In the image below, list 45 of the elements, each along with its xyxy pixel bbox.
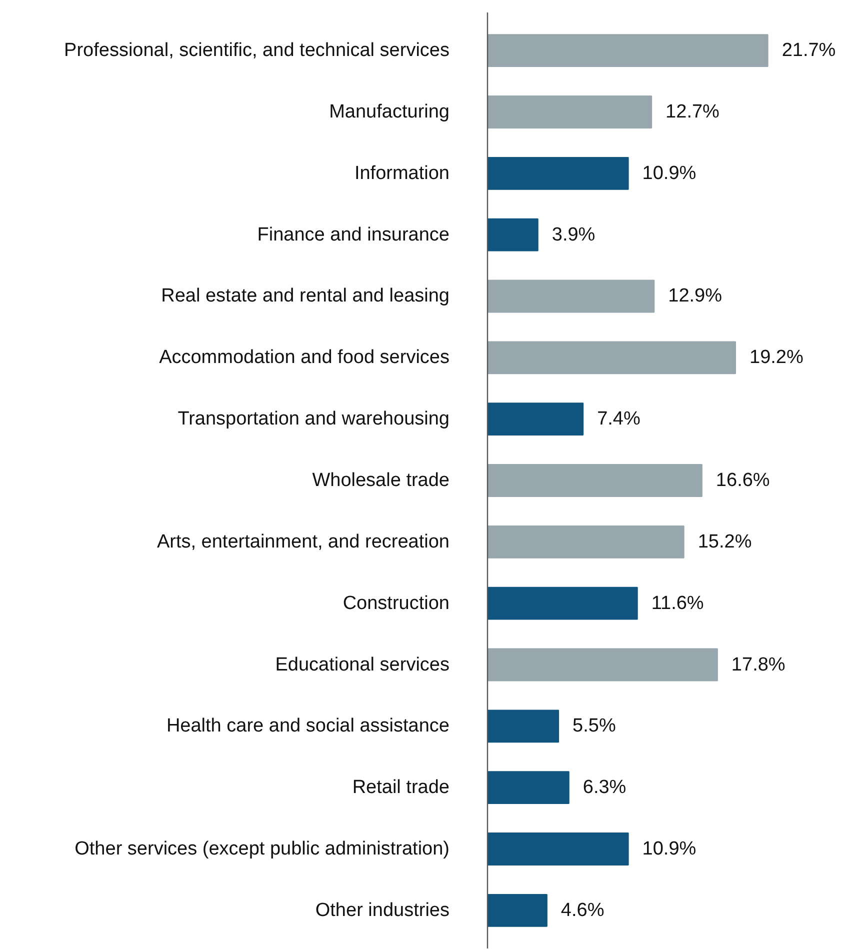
y-tick-label: Professional, scientific, and technical services (64, 40, 450, 62)
bar (488, 341, 736, 374)
y-tick-label: Health care and social assistance (166, 716, 450, 737)
data-label: 4.6% (560, 900, 604, 921)
y-tick-label: Other services (except public administration) (74, 838, 450, 860)
bar (488, 525, 684, 558)
y-tick-label: Construction (342, 592, 450, 614)
bar (488, 96, 652, 128)
bar (488, 710, 560, 743)
y-tick-label: Information (354, 162, 450, 184)
bar (488, 218, 538, 252)
y-tick-label: Accommodation and food services (159, 347, 450, 368)
data-label: 3.9% (552, 224, 596, 246)
data-label: 21.7% (782, 40, 836, 62)
bar (488, 771, 570, 804)
data-label: 10.9% (642, 162, 696, 184)
y-tick-label: Real estate and rental and leasing (161, 286, 450, 307)
bar (488, 586, 638, 620)
data-label: 17.8% (731, 654, 786, 676)
data-label: 16.6% (716, 470, 770, 491)
y-tick-label: Other industries (315, 900, 450, 921)
bar (488, 156, 629, 190)
data-label: 7.4% (597, 408, 641, 430)
bar (488, 280, 655, 313)
y-tick-label: Arts, entertainment, and recreation (156, 531, 450, 552)
bar (488, 464, 702, 497)
bar (488, 402, 584, 436)
data-label: 12.9% (668, 286, 722, 307)
bar (488, 832, 629, 866)
y-tick-label: Manufacturing (329, 101, 450, 122)
y-tick-label: Finance and insurance (257, 224, 450, 246)
y-tick-label: Educational services (275, 654, 450, 676)
y-tick-label: Wholesale trade (312, 470, 450, 491)
data-label: 15.2% (698, 531, 752, 552)
data-label: 11.6% (651, 592, 704, 614)
data-label: 6.3% (582, 777, 626, 798)
data-label: 10.9% (642, 838, 696, 860)
data-label: 19.2% (750, 347, 804, 368)
data-label: 5.5% (572, 716, 616, 737)
bar (488, 894, 548, 927)
y-tick-label: Transportation and warehousing (178, 408, 450, 430)
data-label: 12.7% (666, 101, 720, 122)
y-tick-label: Retail trade (352, 777, 450, 798)
bar (488, 648, 718, 682)
bar (488, 34, 768, 68)
